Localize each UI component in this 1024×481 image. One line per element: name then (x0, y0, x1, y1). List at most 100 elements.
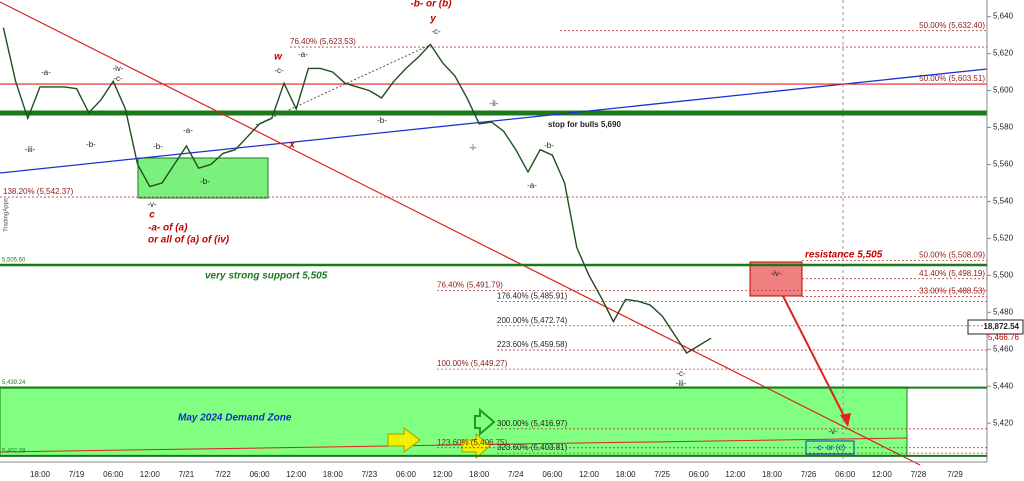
annotation: -b- (200, 177, 210, 186)
annotation: 5,466.76 (988, 333, 1020, 342)
annotation: resistance 5,505 (805, 250, 883, 261)
level-label: 223.60% (5,459.58) (497, 340, 568, 349)
x-tick-label: 12:00 (433, 470, 454, 479)
x-tick-label: 7/25 (654, 470, 670, 479)
annotation: -v- (147, 200, 157, 209)
annotation: -iii- (25, 145, 36, 154)
x-tick-label: 7/22 (215, 470, 231, 479)
x-tick-label: 18:00 (30, 470, 51, 479)
annotation: -v- (828, 427, 838, 436)
price-line (2, 27, 712, 354)
arrow (782, 295, 847, 421)
level-label: 138.20% (5,542.37) (3, 187, 74, 196)
green-arrow (474, 407, 496, 437)
y-tick-label: 5,540 (993, 197, 1014, 206)
level-label: 5,439.24 (2, 380, 26, 386)
x-tick-label: 12:00 (286, 470, 307, 479)
y-tick-label: 5,500 (993, 270, 1014, 279)
annotation: w (274, 52, 283, 63)
level-label: 5,505.60 (2, 258, 26, 264)
annotation: -b- or (b) (410, 0, 452, 10)
x-tick-label: 7/26 (801, 470, 817, 479)
x-tick-label: 06:00 (835, 470, 856, 479)
annotation: May 2024 Demand Zone (178, 413, 292, 424)
x-tick-label: 18:00 (616, 470, 637, 479)
annotation: -ii- (490, 99, 499, 108)
x-tick-label: 06:00 (250, 470, 271, 479)
level-label: 76.40% (5,491.79) (437, 281, 503, 290)
annotation: -a- (41, 68, 51, 77)
y-tick-label: 5,440 (993, 381, 1014, 390)
level-label: 200.00% (5,472.74) (497, 316, 568, 325)
annotation: -a- (527, 181, 537, 190)
arrow-head (840, 413, 851, 427)
annotation: 18,872.54 (983, 322, 1019, 331)
x-tick-label: 12:00 (579, 470, 600, 479)
x-tick-label: 18:00 (469, 470, 490, 479)
annotation: -iv- (112, 64, 123, 73)
x-tick-label: 7/24 (508, 470, 524, 479)
annotation: -a- (183, 126, 193, 135)
annotation: -c- (431, 27, 441, 36)
y-tick-label: 5,460 (993, 344, 1014, 353)
x-tick-label: 18:00 (762, 470, 783, 479)
x-tick-label: 18:00 (323, 470, 344, 479)
level-label: 50.00% (5,508.09) (919, 251, 985, 260)
y-tick-label: 5,520 (993, 234, 1014, 243)
annotation: -b- (153, 142, 163, 151)
annotation: very strong support 5,505 (205, 271, 328, 282)
x-tick-label: 7/29 (947, 470, 963, 479)
level-label: 123.60% (5,406.75) (437, 438, 508, 447)
annotation: -b- (377, 116, 387, 125)
yellow-arrow (461, 432, 491, 460)
x-tick-label: 06:00 (689, 470, 710, 479)
x-tick-label: 7/28 (911, 470, 927, 479)
level-label: 100.00% (5,449.27) (437, 359, 508, 368)
level-label: 300.00% (5,416.97) (497, 419, 568, 428)
annotation: -b- (544, 141, 554, 150)
yellow-arrow (387, 427, 421, 453)
annotation: -iii- (676, 379, 687, 388)
annotation: -i- (469, 143, 476, 152)
annotation: -c- (113, 74, 123, 83)
y-tick-label: 5,480 (993, 307, 1014, 316)
y-tick-label: 5,620 (993, 49, 1014, 58)
level-label: 50.00% (5,632.40) (919, 21, 985, 30)
level-label: 5,402.29 (2, 448, 26, 454)
y-tick-label: 5,560 (993, 160, 1014, 169)
annotation: -a- (298, 50, 308, 59)
annotation: y (429, 14, 436, 25)
y-tick-label: 5,580 (993, 123, 1014, 132)
y-axis-area (987, 0, 1024, 481)
annotation: or all of (a) of (iv) (148, 235, 230, 246)
x-tick-label: 12:00 (872, 470, 893, 479)
level-label: 323.60% (5,403.81) (497, 443, 568, 452)
annotation: x (288, 140, 295, 151)
trend-line (0, 437, 908, 453)
level-label: 50.00% (5,603.51) (919, 74, 985, 83)
y-tick-label: 5,640 (993, 12, 1014, 21)
y-tick-label: 5,600 (993, 86, 1014, 95)
x-tick-label: 7/23 (362, 470, 378, 479)
level-label: 176.40% (5,485.91) (497, 291, 568, 300)
annotation: -c- (676, 369, 686, 378)
annotation: -b- (86, 140, 96, 149)
price-tag (967, 319, 1024, 335)
annotation: -c- or (c) (815, 443, 846, 452)
annotation: -iv- (770, 269, 781, 278)
x-tick-label: 12:00 (725, 470, 746, 479)
annotation: c (149, 210, 155, 221)
annotation: -c- (274, 66, 284, 75)
x-tick-label: 06:00 (396, 470, 417, 479)
x-tick-label: 7/21 (179, 470, 195, 479)
level-label: 33.00% (5,488.53) (919, 287, 985, 296)
annotation: -a- of (a) (148, 223, 188, 234)
x-tick-label: 06:00 (542, 470, 563, 479)
y-tick-label: 5,420 (993, 418, 1014, 427)
trend-line (0, 68, 988, 174)
x-tick-label: 06:00 (103, 470, 124, 479)
x-tick-label: 7/19 (69, 470, 85, 479)
annotation: TradingApps (4, 198, 10, 232)
level-label: 41.40% (5,498.19) (919, 269, 985, 278)
